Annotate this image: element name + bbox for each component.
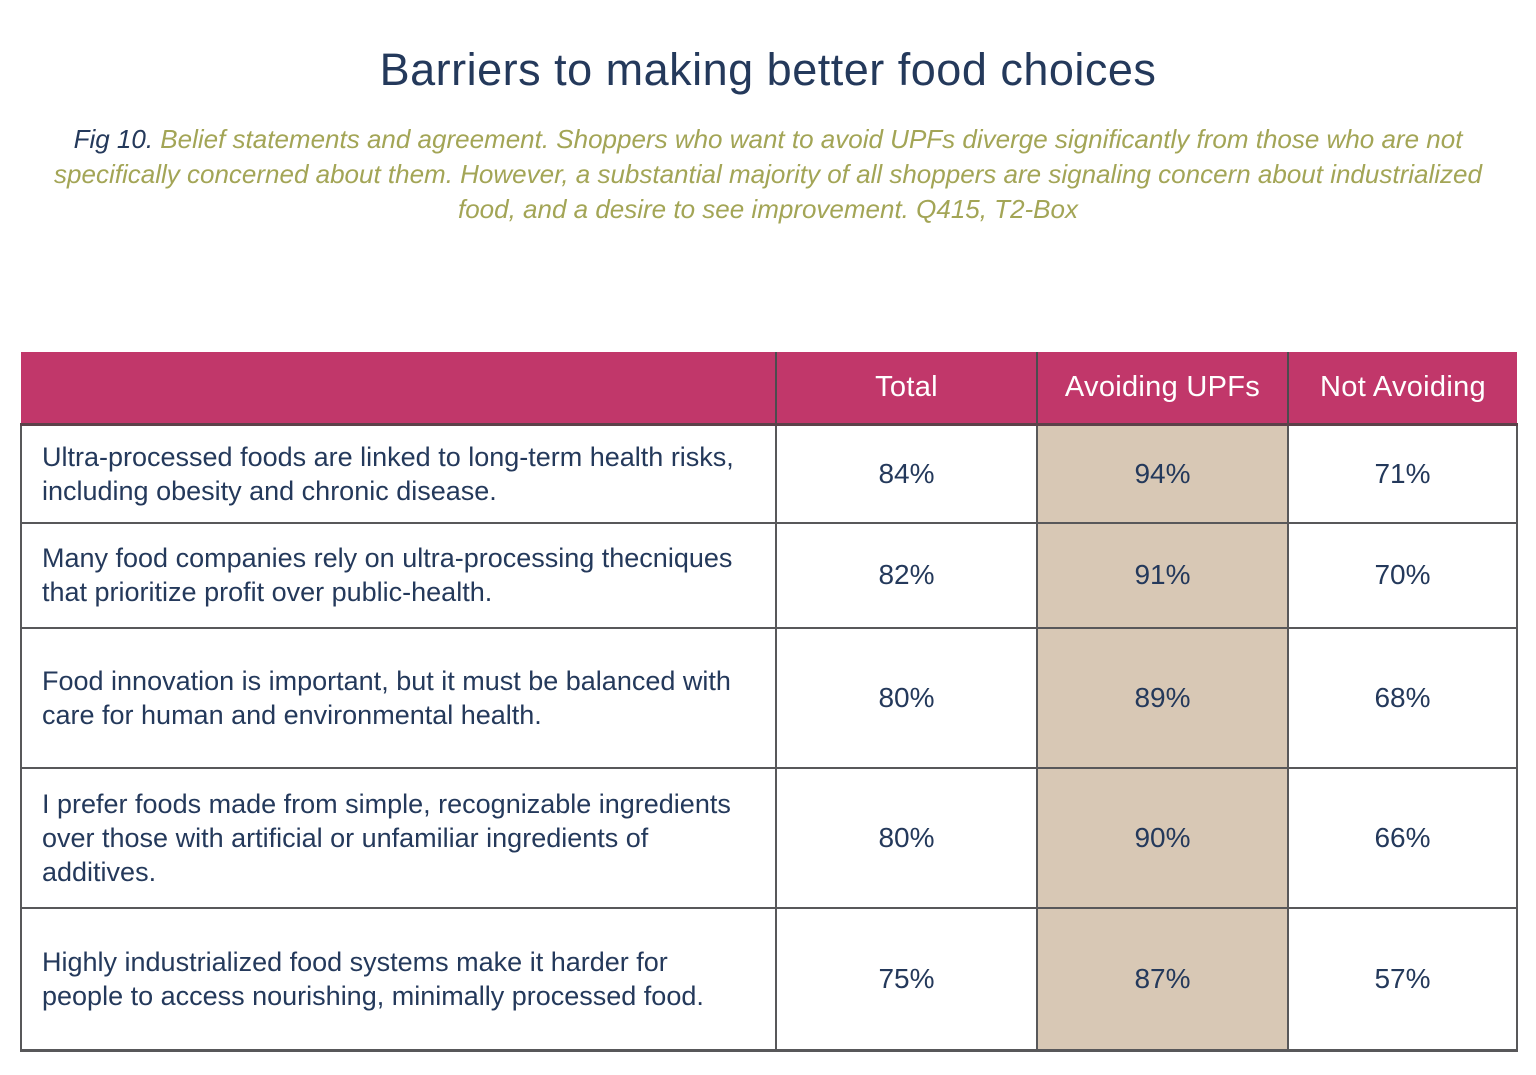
- column-header-avoiding-upfs: Avoiding UPFs: [1036, 352, 1289, 426]
- statement-cell: Ultra-processed foods are linked to long…: [20, 423, 777, 524]
- column-header-statement: [21, 352, 777, 426]
- table-row: Highly industrialized food systems make …: [20, 906, 1518, 1052]
- belief-table-header: Total Avoiding UPFs Not Avoiding: [21, 352, 1517, 426]
- total-cell: 84%: [775, 423, 1038, 524]
- not-avoiding-cell: 71%: [1287, 423, 1518, 524]
- avoiding-upfs-cell: 89%: [1036, 626, 1289, 769]
- page-title: Barriers to making better food choices: [379, 44, 1157, 95]
- statement-cell: Highly industrialized food systems make …: [20, 906, 777, 1052]
- belief-table-container: Total Avoiding UPFs Not Avoiding Ultra-p…: [20, 352, 1518, 1052]
- belief-table: Total Avoiding UPFs Not Avoiding Ultra-p…: [20, 352, 1518, 1052]
- total-cell: 80%: [775, 626, 1038, 769]
- total-cell: 82%: [775, 521, 1038, 629]
- avoiding-upfs-cell: 91%: [1036, 521, 1289, 629]
- table-row: Many food companies rely on ultra-proces…: [20, 521, 1518, 629]
- table-row: I prefer foods made from simple, recogni…: [20, 766, 1518, 909]
- not-avoiding-cell: 66%: [1287, 766, 1518, 909]
- table-row: Food innovation is important, but it mus…: [20, 626, 1518, 769]
- not-avoiding-cell: 68%: [1287, 626, 1518, 769]
- column-header-total: Total: [775, 352, 1038, 426]
- belief-table-body: Ultra-processed foods are linked to long…: [20, 423, 1518, 1052]
- statement-cell: Many food companies rely on ultra-proces…: [20, 521, 777, 629]
- total-cell: 80%: [775, 766, 1038, 909]
- not-avoiding-cell: 70%: [1287, 521, 1518, 629]
- avoiding-upfs-cell: 87%: [1036, 906, 1289, 1052]
- header-row: Total Avoiding UPFs Not Avoiding: [21, 352, 1517, 426]
- figure-number-label: Fig 10.: [73, 124, 154, 154]
- avoiding-upfs-cell: 94%: [1036, 423, 1289, 524]
- table-row: Ultra-processed foods are linked to long…: [20, 423, 1518, 524]
- avoiding-upfs-cell: 90%: [1036, 766, 1289, 909]
- statement-cell: I prefer foods made from simple, recogni…: [20, 766, 777, 909]
- figure-caption: Fig 10. Belief statements and agreement.…: [28, 122, 1508, 227]
- statement-cell: Food innovation is important, but it mus…: [20, 626, 777, 769]
- figure-caption-text: Belief statements and agreement. Shopper…: [54, 124, 1482, 224]
- column-header-not-avoiding: Not Avoiding: [1287, 352, 1517, 426]
- not-avoiding-cell: 57%: [1287, 906, 1518, 1052]
- total-cell: 75%: [775, 906, 1038, 1052]
